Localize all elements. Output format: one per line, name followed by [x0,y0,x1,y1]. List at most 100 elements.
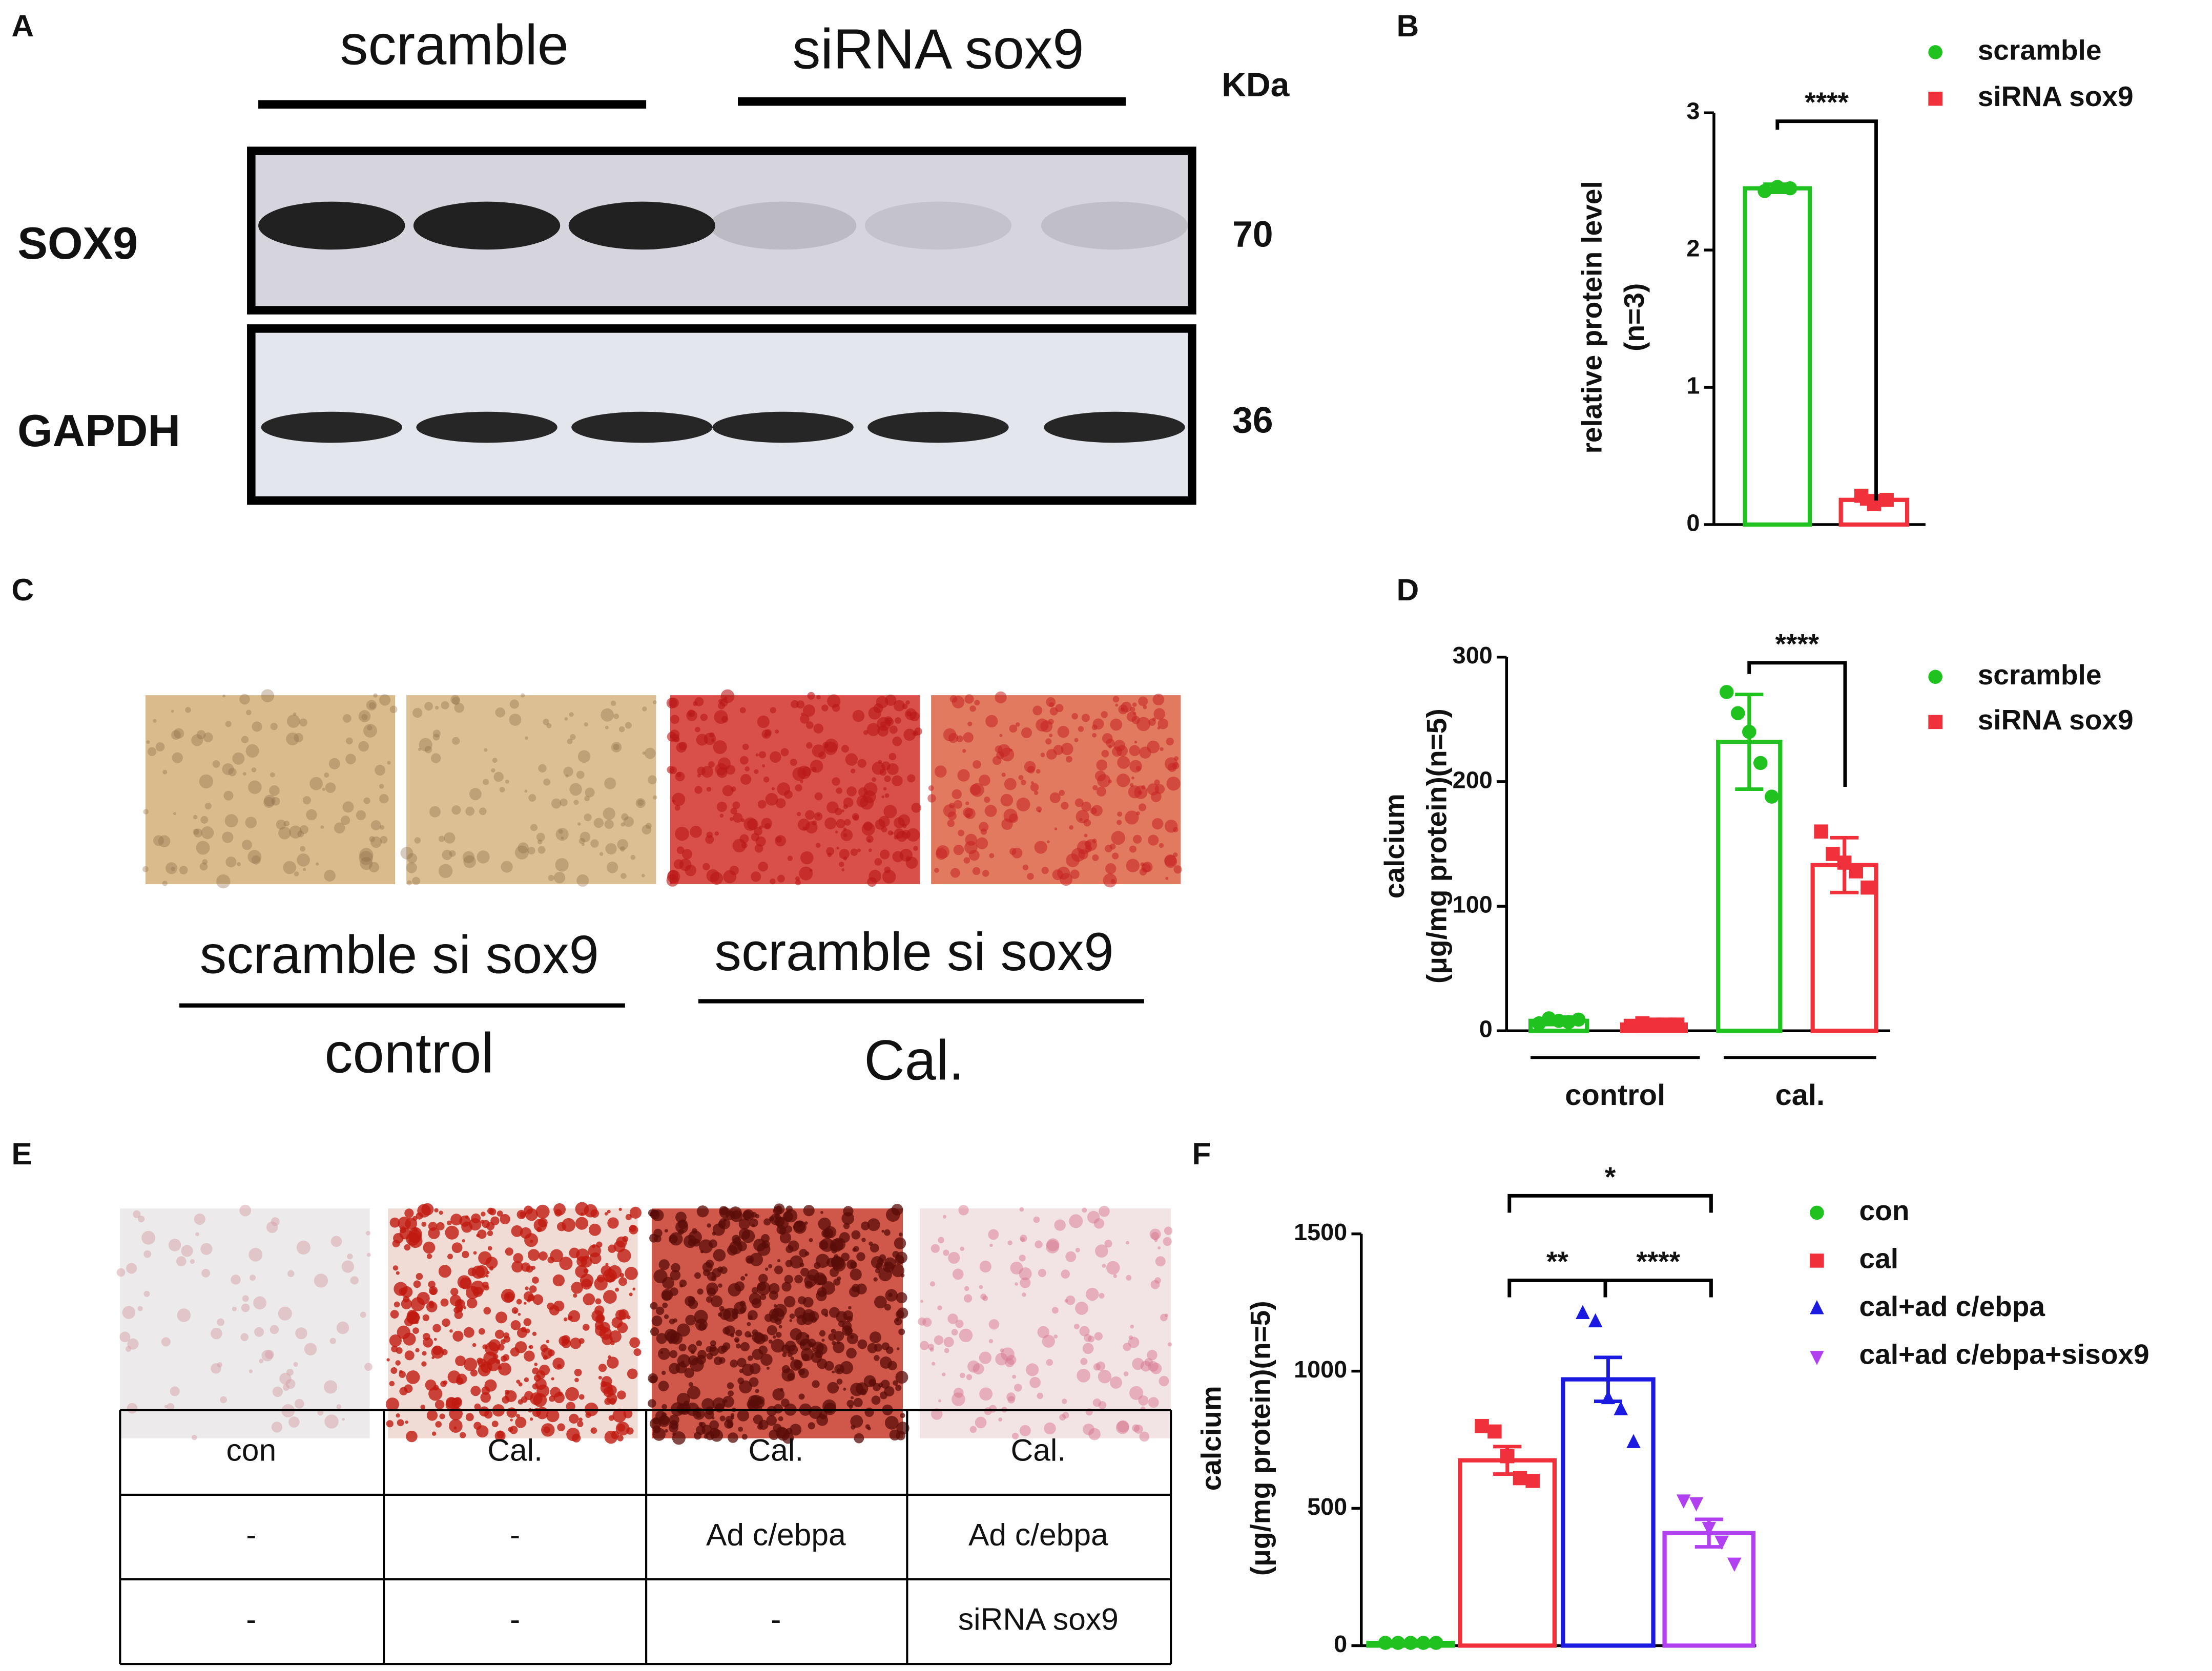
stain-speck [1011,1432,1019,1439]
stain-speck [1075,1247,1080,1252]
stain-speck [501,861,513,873]
stain-speck [533,1219,547,1232]
point [1814,824,1828,839]
stain-speck [980,828,987,835]
stain-speck [222,694,225,698]
stain-speck [802,704,815,717]
stain-speck [745,1331,751,1338]
stain-speck [892,736,902,746]
stain-speck [1082,1207,1087,1213]
stain-speck [334,822,345,834]
stain-speck [287,1270,295,1277]
stain-speck [817,813,820,817]
stain-speck [958,1205,969,1216]
stain-speck [846,1400,854,1408]
stain-speck [478,1328,485,1335]
stain-speck [527,1249,540,1261]
stain-speck [823,1228,834,1239]
y-tick-label: 1000 [1294,1356,1347,1383]
stain-speck [585,787,595,798]
stain-speck [775,1331,782,1338]
stain-speck [696,1340,702,1347]
stain-speck [491,1421,499,1428]
stain-speck [1110,718,1123,731]
stain-speck [473,1251,477,1255]
stain-speck [428,1222,438,1231]
stain-speck [735,1329,742,1336]
stain-speck [565,774,569,778]
stain-speck [548,1349,555,1356]
stain-speck [170,1386,180,1396]
stain-speck [1021,727,1032,738]
stain-speck [480,1392,491,1403]
stain-speck [549,1305,560,1315]
stain-speck [222,831,234,843]
stain-speck [949,695,958,703]
stain-speck [771,1339,785,1353]
stain-speck [416,1272,423,1280]
stain-speck [359,848,374,862]
stain-speck [613,713,619,719]
point [1614,1401,1628,1415]
stain-speck [716,767,728,778]
stain-speck [1133,712,1136,715]
stain-speck [824,738,839,753]
stain-speck [821,1281,835,1295]
stain-speck [424,745,432,754]
stain-speck [126,1263,137,1274]
stain-speck [783,1296,796,1308]
point [1487,1424,1502,1439]
stain-speck [551,1377,554,1381]
stain-speck [299,825,309,834]
stain-speck [690,826,702,838]
stain-speck [851,1230,861,1240]
stain-speck [435,1421,442,1428]
stain-speck [884,793,890,798]
stain-speck [755,1214,760,1219]
stain-speck [1099,1205,1110,1217]
stain-speck [608,1265,622,1279]
table-grid [119,1409,1172,1665]
stain-speck [984,796,990,803]
stain-speck [670,715,679,724]
stain-speck [836,1368,841,1373]
y-axis-label: (μg/mg protein)(n=5) [1421,708,1453,984]
stain-speck [276,819,286,830]
stain-speck [1047,840,1050,844]
stain-speck [772,1388,785,1401]
stain-speck [963,857,970,864]
stain-speck [655,1306,665,1315]
stain-speck [590,1209,599,1218]
stain-speck [369,836,375,842]
stain-speck [681,849,693,860]
stain-speck [451,737,460,745]
stain-speck [536,1407,549,1419]
stain-speck [1074,738,1079,742]
stain-speck [476,1234,480,1238]
stain-speck [886,763,899,775]
stain-speck [742,743,749,750]
stain-speck [584,796,590,802]
stain-speck [1020,1235,1027,1242]
table-cell: Cal. [487,1432,543,1467]
stain-speck [519,1212,526,1218]
stain-speck [706,1296,713,1303]
stain-speck [884,1416,899,1430]
stain-speck [969,1426,977,1433]
stain-speck [1049,792,1061,803]
stain-speck [463,855,476,868]
stain-speck [768,1339,773,1344]
stain-speck [976,837,988,849]
stain-speck [920,1300,923,1303]
stain-speck [821,704,829,712]
stain-speck [241,736,249,743]
stain-speck [730,807,737,815]
stain-speck [878,760,882,764]
stain-speck [812,1380,820,1388]
significance-bracket [1507,1279,1607,1298]
stain-speck [1054,827,1058,830]
stain-speck [477,850,490,864]
stain-speck [477,1229,487,1239]
stain-speck [895,1371,908,1384]
stain-speck [1084,833,1088,838]
